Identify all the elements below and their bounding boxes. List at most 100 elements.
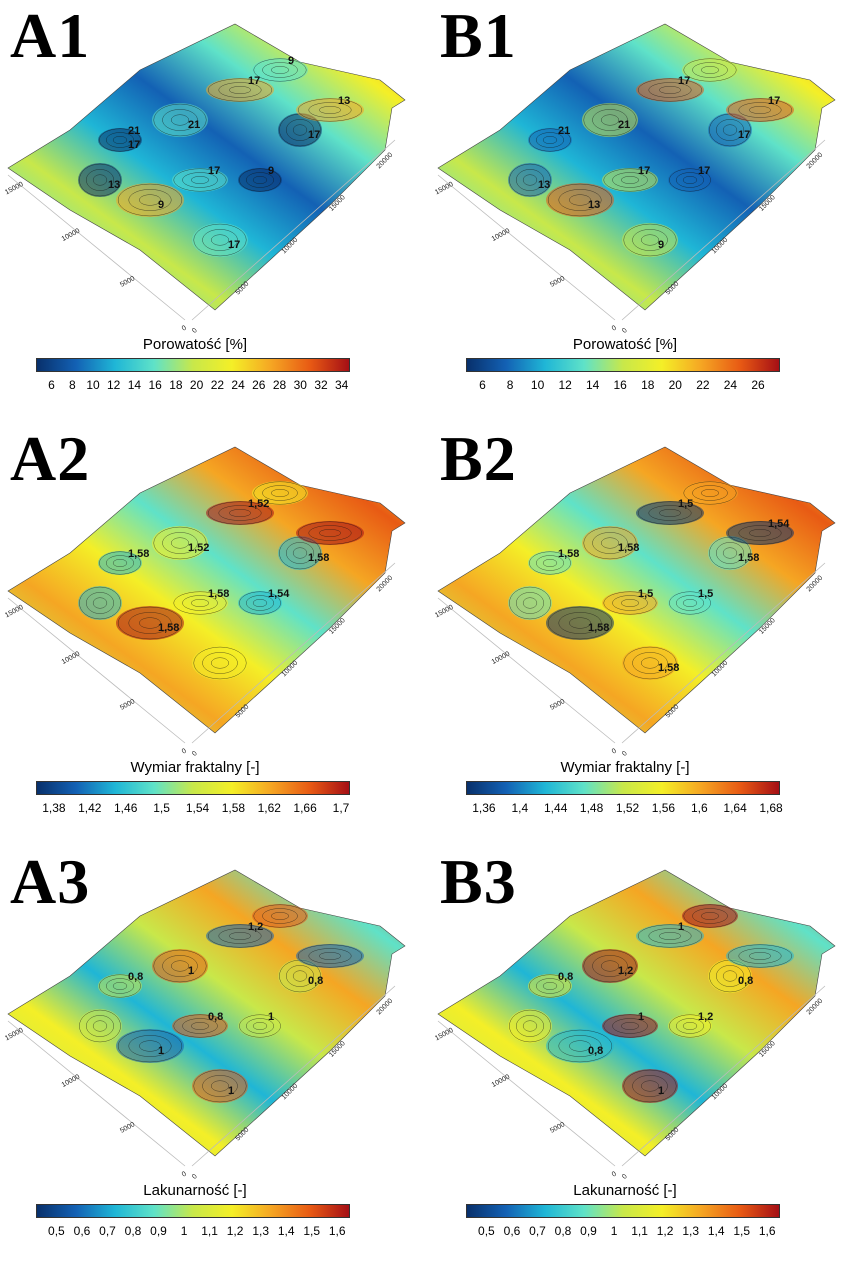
colorbar-tick-label: 26 bbox=[751, 378, 765, 392]
surface-feature bbox=[206, 501, 274, 525]
colorbar bbox=[36, 781, 350, 795]
quantity-title: Wymiar fraktalny [-] bbox=[560, 759, 690, 776]
contour-line bbox=[683, 904, 737, 928]
colorbar-tick-label: 14 bbox=[127, 378, 142, 392]
colorbar-tick-label: 1,48 bbox=[579, 801, 604, 815]
contour-line bbox=[722, 124, 738, 136]
surface-shape bbox=[7, 869, 406, 1157]
contour-label: 1,2 bbox=[618, 965, 633, 977]
colorbar-tick-label: 0,6 bbox=[503, 1224, 521, 1238]
contour-line bbox=[211, 1080, 229, 1092]
surface-feature bbox=[546, 1029, 614, 1063]
contour-line bbox=[547, 183, 613, 217]
contour-line bbox=[601, 960, 619, 972]
contour-line bbox=[592, 955, 628, 977]
contour-line bbox=[253, 904, 307, 928]
contour-line bbox=[139, 1040, 161, 1052]
colorbar-tick-label: 1,6 bbox=[758, 1224, 776, 1238]
surface-feature bbox=[192, 646, 248, 680]
contour-line bbox=[542, 982, 558, 990]
contour-label: 1,58 bbox=[588, 622, 609, 634]
contour-label: 1 bbox=[158, 1045, 164, 1057]
contour-line bbox=[271, 66, 289, 74]
x-axis-tick: 5000 bbox=[119, 698, 136, 712]
colorbar-tick-label: 0,8 bbox=[554, 1224, 572, 1238]
contour-line bbox=[117, 606, 183, 640]
colorbar-tick-label: 1,3 bbox=[682, 1224, 700, 1238]
contour-line bbox=[659, 932, 681, 940]
surface-feature bbox=[278, 959, 322, 993]
colorbar-tick-label: 1,64 bbox=[723, 801, 747, 815]
surface-feature bbox=[602, 168, 658, 192]
x-axis-tick: 15000 bbox=[4, 1027, 25, 1042]
contour-label: 21 bbox=[558, 125, 570, 137]
x-axis-line bbox=[437, 1020, 616, 1167]
y-axis-line bbox=[621, 562, 826, 744]
contour-line bbox=[676, 172, 704, 188]
contour-line bbox=[139, 194, 161, 206]
contour-line bbox=[246, 595, 274, 611]
contour-line bbox=[99, 974, 141, 998]
contour-label: 17 bbox=[678, 75, 690, 87]
contour-line bbox=[106, 978, 134, 994]
contour-line bbox=[749, 106, 771, 114]
contour-label: 1,5 bbox=[678, 498, 693, 510]
colorbar-tick-label: 1,36 bbox=[472, 801, 496, 815]
contour-line bbox=[522, 1020, 538, 1032]
colorbar-tick-label: 18 bbox=[169, 378, 183, 392]
colorbar-ticks: 0,5 0,6 0,7 0,8 0,9 1 1,1 1,2 1,3 1,4 1,5 1,6 bbox=[466, 1224, 780, 1240]
contour-line bbox=[262, 908, 298, 924]
surface-plot: 1,58 1,58 1,5 1,58 1,5 1,58 1,5 1,58 1,54 0 5000 10… bbox=[434, 446, 836, 758]
contour-line bbox=[229, 932, 251, 940]
contour-line bbox=[162, 109, 198, 131]
contour-line bbox=[648, 82, 692, 98]
panel-b3: B3 0,8 1,2 1 0,8 1 0,8 1,2 1 0 5000 10000 15000 0 5000… bbox=[430, 846, 850, 1269]
contour-label: 1 bbox=[228, 1085, 234, 1097]
colorbar-ticks: 6 8 10 12 14 16 18 20 22 24 26 bbox=[466, 378, 780, 394]
colorbar bbox=[36, 358, 350, 372]
contour-line bbox=[286, 965, 314, 987]
contour-line bbox=[171, 537, 189, 549]
contour-line bbox=[569, 1040, 591, 1052]
surface-feature bbox=[708, 959, 752, 993]
contour-line bbox=[601, 537, 619, 549]
surface-feature bbox=[252, 904, 308, 928]
contour-line bbox=[218, 82, 262, 98]
contour-label: 0,8 bbox=[208, 1011, 223, 1023]
contour-line bbox=[621, 599, 639, 607]
surface-shape bbox=[437, 446, 836, 734]
x-axis-tick: 5000 bbox=[549, 275, 566, 289]
contour-line bbox=[202, 652, 238, 674]
surface-plot: 21 21171717991713139170500010000150000500… bbox=[4, 23, 406, 335]
contour-line bbox=[682, 176, 698, 184]
surface-feature bbox=[546, 183, 614, 217]
contour-line bbox=[292, 547, 308, 559]
contour-label: 1,58 bbox=[158, 622, 179, 634]
contour-line bbox=[659, 509, 681, 517]
colorbar-tick-label: 0,5 bbox=[48, 1224, 65, 1238]
surface-feature bbox=[528, 551, 572, 575]
surface-feature bbox=[636, 501, 704, 525]
contour-line bbox=[286, 119, 314, 141]
colorbar-tick-label: 1,5 bbox=[733, 1224, 751, 1238]
contour-line bbox=[112, 136, 128, 144]
contour-label: 17 bbox=[698, 165, 710, 177]
contour-line bbox=[722, 970, 738, 982]
panel-label: B2 bbox=[440, 423, 517, 494]
x-axis-line bbox=[7, 1020, 186, 1167]
colorbar-tick-label: 1,3 bbox=[252, 1224, 270, 1238]
contour-line bbox=[308, 102, 352, 118]
colorbar-tick-label: 1,62 bbox=[257, 801, 281, 815]
contour-label: 1,58 bbox=[208, 588, 229, 600]
quantity-title: Lakunarność [-] bbox=[143, 1182, 247, 1199]
contour-line bbox=[583, 526, 637, 560]
surface-feature bbox=[668, 168, 712, 192]
x-axis-tick: 15000 bbox=[434, 1027, 455, 1042]
colorbar-tick-label: 1,68 bbox=[759, 801, 783, 815]
contour-line bbox=[153, 949, 207, 983]
contour-line bbox=[641, 234, 659, 246]
colorbar-tick-label: 10 bbox=[86, 378, 100, 392]
colorbar-tick-label: 1,6 bbox=[328, 1224, 346, 1238]
contour-line bbox=[86, 592, 114, 614]
contour-label: 9 bbox=[658, 239, 664, 251]
